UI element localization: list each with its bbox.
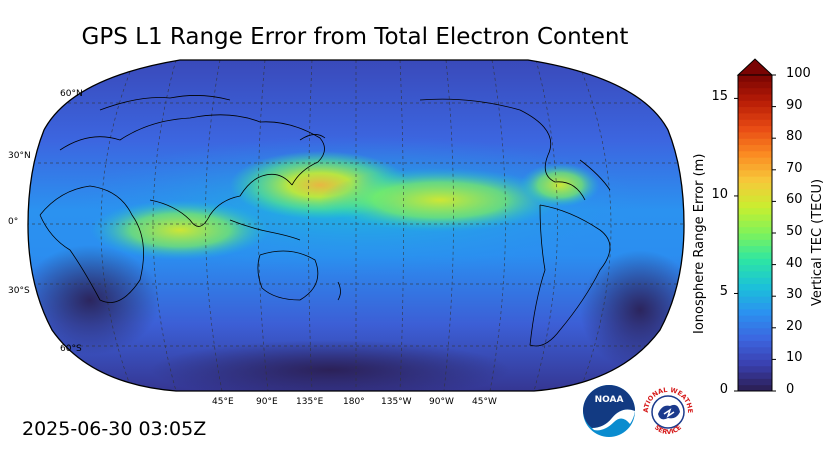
colorbar-segment [738,87,772,95]
lon-label: 180° [343,397,365,407]
colorbar-segment [738,270,772,278]
high-tec-region [90,200,270,260]
colorbar-segment [738,226,772,234]
colorbar-segment [738,188,772,196]
colorbar-segment [738,144,772,152]
colorbar-segment [738,346,772,354]
colorbar-segment [738,384,772,392]
tec-tick-label: 30 [786,287,803,303]
colorbar-segment [738,182,772,190]
high-tec-region [520,163,600,207]
colorbar-segment [738,340,772,348]
lat-label: 0° [8,217,19,227]
lon-label: 45°E [212,397,234,407]
colorbar-segment [738,378,772,386]
colorbar-segment [738,81,772,89]
colorbar-segment [738,258,772,266]
tec-tick-label: 20 [786,318,803,334]
colorbar [734,58,776,392]
lon-label: 90°E [256,397,278,407]
colorbar-segment [738,131,772,139]
colorbar-segment [738,138,772,146]
tec-tick-label: 60 [786,192,803,208]
lat-label: 60°N [60,89,83,99]
lon-label: 45°W [472,397,497,407]
high-tec-region [320,168,560,232]
colorbar-segment [738,251,772,259]
lon-label: 135°W [381,397,412,407]
range-error-tick-label: 15 [711,89,728,105]
lon-label: 90°W [429,397,454,407]
colorbar-segment [738,207,772,215]
colorbar-segment [738,365,772,373]
colorbar-segment [738,106,772,114]
noaa-logo: NOAA [583,385,635,437]
colorbar-segment [738,334,772,341]
colorbar-segment [738,245,772,253]
colorbar-segment [738,112,772,120]
colorbar-segment [738,119,772,127]
colorbar-segment [738,150,772,158]
tec-tick-label: 70 [786,160,803,176]
colorbar-segment [738,93,772,101]
colorbar-segment [738,277,772,285]
colorbar-segment [738,289,772,297]
colorbar-segment [738,125,772,133]
tec-tick-label: 100 [786,66,811,81]
lon-label: 135°E [296,397,324,407]
tec-tick-label: 80 [786,129,803,145]
colorbar-segment [738,75,772,82]
nws-logo-bottom-text: SERVICE [653,423,683,436]
colorbar-segment [738,100,772,108]
tec-tick-label: 40 [786,255,803,271]
low-tec-region [150,340,510,391]
colorbar-segment [738,321,772,329]
range-error-tick-label: 0 [719,382,728,397]
range-error-tick-label: 5 [719,284,728,300]
tec-tick-label: 10 [786,350,803,366]
timestamp: 2025-06-30 03:05Z [22,418,207,440]
colorbar-segment [738,239,772,247]
colorbar-segment [738,157,772,164]
colorbar-segment [738,327,772,335]
colorbar-segment [738,353,772,360]
colorbar-segment [738,308,772,316]
colorbar-segment [738,214,772,221]
colorbar-segment [738,264,772,272]
colorbar-segment [738,302,772,310]
tec-tick-label: 50 [786,224,803,239]
colorbar-segment [738,283,772,291]
colorbar-segment [738,296,772,304]
low-tec-region [28,245,160,355]
lat-label: 60°S [60,344,82,354]
colorbar-segment [738,315,772,322]
noaa-logo-text: NOAA [595,395,624,405]
colorbar-segment [738,169,772,177]
page-title: GPS L1 Range Error from Total Electron C… [81,24,629,50]
tec-tick-label: 90 [786,97,803,113]
lat-label: 30°N [8,151,31,161]
graticule [28,60,684,391]
colorbar-segment [738,372,772,379]
globe-outline [27,59,685,392]
tec-axis-label: Vertical TEC (TECU) [810,178,825,306]
colorbar-segment [738,195,772,202]
colorbar-segment [738,163,772,171]
svg-text:SERVICE: SERVICE [653,423,683,436]
nws-logo: NATIONAL WEATHER SERVICE [640,384,695,439]
colorbar-segment [738,220,772,228]
colorbar-segment [738,201,772,209]
tec-tick-label: 0 [786,382,795,397]
colorbar-segment [738,233,772,240]
range-error-tick-label: 10 [711,186,728,202]
range-error-axis-label: Ionosphere Range Error (m) [692,153,707,334]
colorbar-segment [738,176,772,183]
colorbar-extend-arrow [736,58,774,76]
coastlines [39,95,611,347]
lat-label: 30°S [8,286,30,296]
colorbar-segment [738,359,772,367]
